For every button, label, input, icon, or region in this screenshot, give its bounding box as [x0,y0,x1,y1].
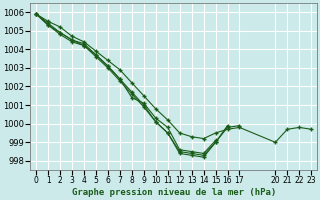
X-axis label: Graphe pression niveau de la mer (hPa): Graphe pression niveau de la mer (hPa) [72,188,276,197]
